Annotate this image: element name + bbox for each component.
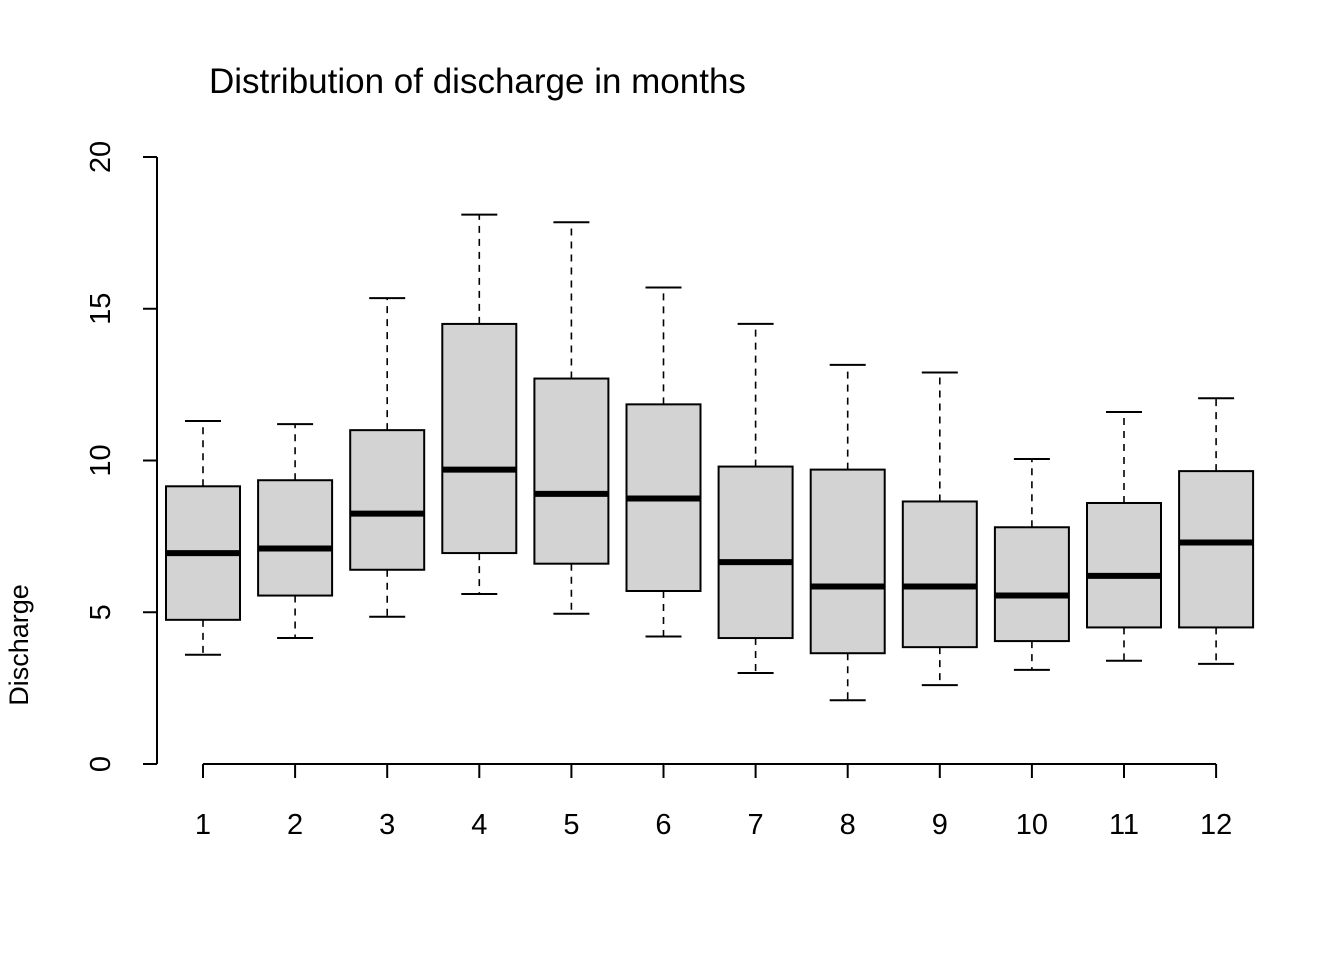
box-3	[349, 297, 426, 618]
boxes-group	[165, 213, 1255, 702]
x-tick-label: 7	[748, 809, 764, 841]
box-iqr	[441, 322, 518, 555]
y-tick-label: 10	[85, 444, 117, 476]
box-10	[993, 457, 1070, 671]
x-tick-label: 1	[195, 809, 211, 841]
x-tick-label: 9	[932, 809, 948, 841]
box-iqr	[533, 377, 610, 565]
box-9	[901, 371, 978, 687]
y-tick-label: 20	[85, 141, 117, 173]
y-tick-label: 5	[85, 604, 117, 620]
x-tick-label: 10	[1016, 809, 1048, 841]
y-axis-label: Discharge	[4, 584, 34, 706]
box-4	[441, 213, 518, 596]
y-tick-label: 0	[85, 756, 117, 772]
x-tick-label: 12	[1200, 809, 1232, 841]
box-11	[1086, 410, 1162, 662]
box-8	[809, 363, 886, 702]
box-iqr	[809, 468, 886, 655]
box-iqr	[717, 465, 794, 640]
box-6	[625, 286, 702, 638]
box-iqr	[349, 429, 426, 571]
y-axis: 0 5 10 15 20	[85, 141, 158, 772]
x-tick-label: 11	[1109, 809, 1139, 841]
x-axis: 1 2 3 4 5 6 7 8 9 10 11 12	[195, 763, 1232, 841]
x-tick-label: 6	[655, 809, 671, 841]
x-tick-label: 2	[287, 809, 303, 841]
box-7	[717, 322, 794, 674]
x-tick-label: 4	[471, 809, 487, 841]
box-iqr	[1086, 501, 1162, 629]
box-iqr	[257, 479, 334, 597]
chart-title: Distribution of discharge in months	[209, 62, 746, 101]
x-tick-label: 8	[840, 809, 856, 841]
box-1	[165, 420, 241, 656]
x-tick-label: 3	[379, 809, 395, 841]
box-iqr	[901, 500, 978, 649]
y-tick-label: 15	[85, 293, 117, 325]
box-iqr	[1178, 470, 1255, 629]
box-5	[533, 221, 610, 615]
box-2	[257, 423, 334, 640]
box-iqr	[993, 526, 1070, 643]
box-12	[1178, 397, 1255, 665]
x-tick-label: 5	[563, 809, 579, 841]
